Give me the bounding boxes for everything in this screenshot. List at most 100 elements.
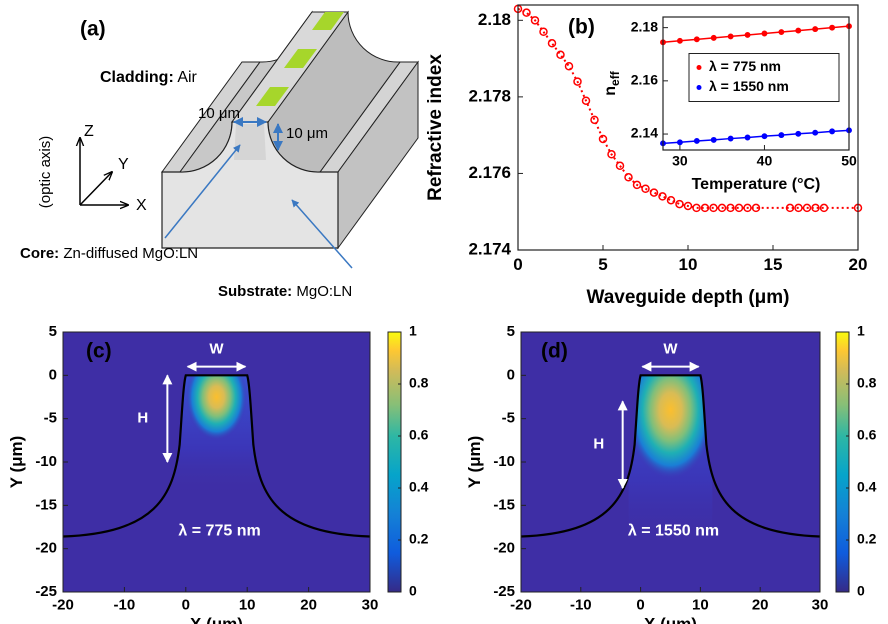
data-point [829, 128, 836, 135]
data-point [819, 203, 829, 213]
data-point [812, 26, 819, 33]
data-point [727, 33, 734, 40]
colorbar [387, 331, 402, 593]
data-point [556, 50, 565, 60]
data-line [517, 7, 858, 209]
data-point [615, 161, 625, 171]
y-axis-label: Refractive index [425, 54, 446, 201]
colorbar-tick-label: 1 [857, 323, 865, 339]
data-point [811, 203, 820, 213]
y-tick-label: 5 [49, 323, 57, 340]
core-value: Zn-diffused MgO:LN [63, 245, 198, 262]
y-tick-label: -15 [35, 496, 57, 513]
data-point [598, 134, 608, 144]
colorbar-tick-label: 0.2 [409, 531, 429, 547]
y-tick-label: 5 [507, 323, 515, 340]
colorbar-tick-label: 0.2 [857, 531, 877, 547]
x-axis-label: Waveguide depth (μm) [586, 287, 789, 308]
data-point [530, 16, 540, 25]
x-tick-label: 30 [672, 153, 688, 169]
colorbar-tick-label: 0.6 [857, 427, 877, 443]
y-tick-label: 2.16 [631, 72, 658, 88]
colorbar-tick-label: 0.8 [857, 375, 877, 391]
axis-z-label: Z [84, 123, 94, 140]
data-point [751, 203, 761, 213]
x-tick-label: 30 [812, 596, 829, 613]
cladding-key: Cladding: [100, 69, 174, 86]
height-label: H [593, 436, 604, 453]
y-axis-arrow [79, 172, 112, 206]
x-tick-label: 20 [849, 255, 868, 274]
colorbar-tick-label: 0.8 [409, 375, 429, 391]
data-point [649, 188, 659, 197]
panel-label: (a) [80, 18, 106, 41]
y-tick-label: -25 [35, 583, 57, 600]
legend-label: λ = 1550 nm [709, 78, 789, 94]
data-point [573, 77, 582, 86]
data-point [795, 27, 802, 34]
core-pointer [164, 144, 241, 239]
x-axis-label: Temperature (°C) [692, 176, 821, 193]
data-point [581, 96, 591, 105]
x-tick-label: 10 [692, 596, 709, 613]
data-point [709, 203, 718, 213]
x-tick-label: 5 [598, 255, 607, 274]
axis-x-label: X [136, 197, 147, 214]
y-tick-label: -25 [493, 583, 515, 600]
legend-marker [696, 85, 702, 90]
x-tick-label: 15 [764, 255, 783, 274]
x-tick-label: 0 [182, 596, 190, 613]
colorbar [835, 331, 850, 593]
data-point [683, 201, 693, 211]
colorbar-tick-label: 0.6 [409, 427, 429, 443]
y-axis-label-main: Refractive index [425, 54, 446, 201]
waveguide-outline [62, 374, 371, 538]
data-point [744, 32, 751, 38]
x-tick-label: 10 [239, 596, 256, 613]
data-point [829, 24, 836, 31]
x-tick-label: 50 [841, 153, 857, 169]
data-point [675, 199, 684, 209]
x-tick-label: -20 [510, 596, 532, 613]
data-point [666, 195, 676, 205]
core-key: Core: [20, 245, 59, 262]
data-point [693, 36, 700, 43]
substrate-key: Substrate: [218, 283, 292, 300]
y-tick-label: 2.174 [468, 239, 511, 258]
y-tick-label: 2.176 [468, 163, 511, 182]
colorbar-tick-label: 1 [409, 323, 417, 339]
data-point [734, 203, 744, 213]
x-tick-label: -20 [52, 596, 74, 613]
x-axis-label: X (μm) [190, 614, 243, 624]
panel-label: (d) [541, 340, 568, 363]
y-tick-label: -5 [502, 410, 515, 427]
y-axis-label-sub: eff [608, 70, 622, 86]
substrate-label: Substrate: MgO:LN [218, 283, 352, 300]
core-region [234, 124, 266, 160]
data-point [700, 203, 710, 213]
core-label: Core: Zn-diffused MgO:LN [20, 245, 198, 262]
width-label: 10 μm [198, 105, 240, 122]
annotation: λ = 1550 nm [628, 523, 719, 540]
waveguide-outline [520, 374, 821, 538]
plot-frame [62, 331, 371, 593]
data-point [522, 8, 531, 17]
depth-label: 10 μm [286, 125, 328, 142]
axis-y-label: Y [118, 156, 129, 173]
legend-marker [696, 65, 702, 70]
x-tick-label: 0 [513, 255, 522, 274]
y-axis-label: neff [602, 70, 622, 95]
electrode-stripes [256, 12, 344, 106]
mode-profile [185, 375, 248, 441]
colorbar-tick-label: 0.4 [857, 479, 877, 495]
cladding-value: Air [177, 69, 197, 86]
data-point [794, 203, 803, 213]
panel-label: (c) [86, 340, 112, 363]
waveguide-schematic [79, 10, 419, 269]
data-point [761, 30, 768, 37]
colorbar-tick-label: 0 [409, 583, 417, 599]
y-tick-label: -10 [35, 453, 57, 470]
data-point [676, 139, 683, 146]
